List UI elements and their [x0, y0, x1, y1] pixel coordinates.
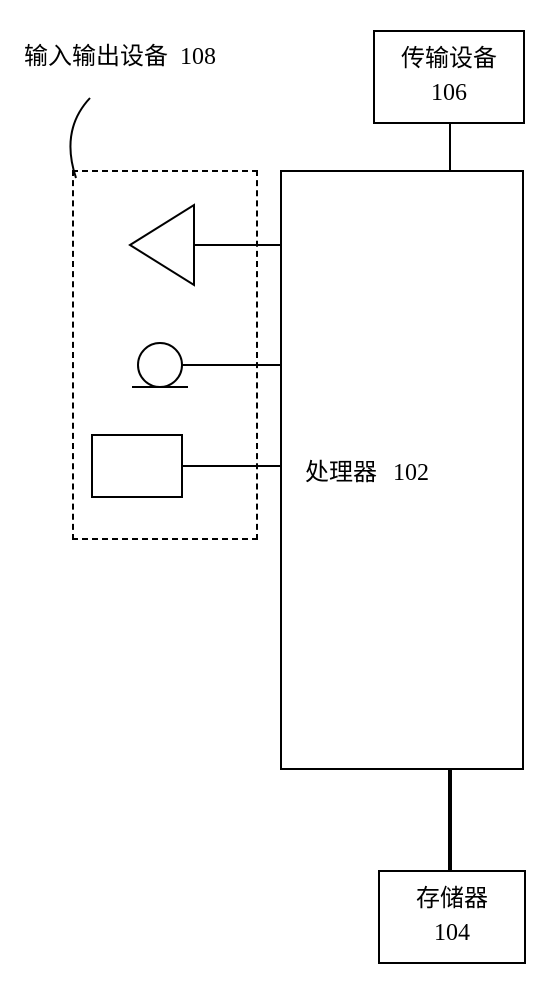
- transmission-box: 传输设备 106: [373, 30, 525, 124]
- io-device-label: 输入输出设备 108: [24, 36, 216, 71]
- memory-number: 104: [434, 917, 470, 951]
- processor-text: 处理器: [305, 460, 377, 486]
- memory-text: 存储器: [416, 883, 488, 917]
- transmission-number: 106: [431, 77, 467, 111]
- memory-box: 存储器 104: [378, 870, 526, 964]
- diagram-canvas: 输入输出设备 108 传输设备 106 处理器 102 存储器 104: [0, 0, 554, 1000]
- io-device-text: 输入输出设备: [24, 44, 168, 70]
- io-device-number: 108: [180, 44, 216, 70]
- callout-curve: [70, 98, 90, 178]
- io-dashed-box: [72, 170, 258, 540]
- processor-number: 102: [393, 460, 429, 486]
- processor-label: 处理器 102: [305, 452, 429, 487]
- transmission-text: 传输设备: [401, 43, 497, 77]
